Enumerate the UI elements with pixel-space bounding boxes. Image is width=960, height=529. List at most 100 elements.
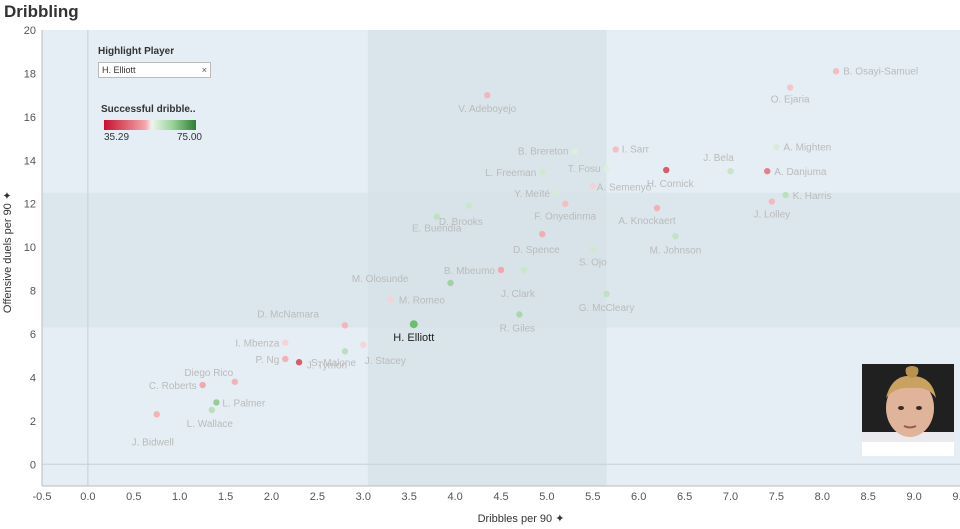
data-point-label: D. McNamara [257, 309, 319, 320]
y-tick-label: 18 [24, 68, 36, 80]
x-tick-label: 1.5 [218, 491, 233, 503]
x-tick-label: 6.0 [631, 491, 646, 503]
data-point[interactable] [768, 198, 776, 205]
data-point[interactable] [282, 355, 289, 363]
data-point[interactable] [497, 266, 505, 274]
data-point[interactable] [520, 266, 528, 274]
x-tick-label: 3.0 [356, 491, 371, 503]
data-point[interactable] [213, 399, 220, 406]
data-point-label: D. Spence [513, 245, 560, 256]
data-point-label: S. Ojo [579, 257, 607, 268]
data-point[interactable] [341, 348, 349, 355]
data-point-label: I. Sarr [622, 144, 650, 155]
data-point[interactable] [612, 146, 619, 153]
controls-panel: Highlight Player H. Elliott × Successful… [98, 46, 228, 143]
x-tick-label: 6.5 [677, 491, 692, 503]
x-tick-label: 7.0 [723, 491, 738, 503]
data-point[interactable] [465, 202, 473, 210]
data-point-label: M. Olosunde [352, 274, 409, 285]
data-point[interactable] [341, 322, 349, 329]
data-point[interactable] [208, 406, 216, 414]
data-point[interactable] [562, 200, 569, 207]
x-tick-label: 9.0 [906, 491, 921, 503]
data-point[interactable] [409, 320, 418, 329]
data-point-label: H. Cornick [647, 179, 695, 190]
x-tick-label: 2.5 [310, 491, 325, 503]
y-tick-label: 10 [24, 242, 36, 254]
data-point-label: T. Fosu [568, 164, 601, 175]
data-point[interactable] [603, 290, 610, 298]
y-average-band [42, 192, 960, 328]
legend-max-label: 75.00 [176, 132, 202, 143]
data-point-label: Diego Rico [184, 368, 233, 379]
y-axis-title: Offensive duels per 90 ✦ [2, 191, 14, 313]
data-point[interactable] [295, 359, 303, 366]
data-point-label: M. Romeo [399, 295, 446, 306]
data-point[interactable] [153, 411, 160, 418]
x-tick-label: 4.5 [493, 491, 508, 503]
x-tick-label: 3.5 [402, 491, 417, 503]
data-point[interactable] [589, 246, 596, 253]
data-point[interactable] [552, 189, 560, 197]
data-point-label: F. Onyedinma [534, 212, 596, 223]
data-point-label: A. Knockaert [618, 216, 675, 227]
data-point[interactable] [782, 191, 789, 199]
data-point-label: J. Bidwell [132, 437, 174, 448]
data-point[interactable] [786, 84, 794, 91]
x-tick-label: 8.5 [861, 491, 876, 503]
x-tick-label: 5.5 [585, 491, 600, 503]
color-legend-bar [104, 120, 196, 130]
y-tick-label: 4 [30, 372, 36, 384]
page-title: Dribbling [4, 2, 79, 21]
data-point-label: S. Malone [311, 358, 356, 369]
data-point[interactable] [387, 296, 395, 303]
data-point[interactable] [433, 213, 440, 220]
data-point[interactable] [447, 279, 454, 287]
data-point[interactable] [589, 183, 596, 190]
data-point[interactable] [539, 169, 546, 176]
data-point[interactable] [672, 233, 679, 240]
clear-icon[interactable]: × [201, 65, 207, 75]
data-point-label: B. Osayi-Samuel [843, 66, 918, 77]
data-point[interactable] [231, 378, 238, 385]
data-point-label: J. Clark [501, 289, 536, 300]
data-point[interactable] [282, 339, 289, 346]
y-tick-label: 6 [30, 329, 36, 341]
color-legend-title: Successful dribble.. [101, 104, 196, 115]
data-point-label: A. Mighten [783, 142, 831, 153]
x-tick-label: 0.0 [80, 491, 95, 503]
x-tick-label: -0.5 [33, 491, 52, 503]
data-point[interactable] [571, 148, 578, 155]
y-tick-label: 0 [30, 459, 36, 471]
data-point-label: K. Harris [793, 191, 832, 202]
data-point-label: L. Wallace [187, 419, 234, 430]
data-point-label: A. Semenyo [597, 182, 652, 193]
player-portrait-icon [862, 364, 954, 456]
data-point-label: L. Palmer [222, 398, 265, 409]
color-legend-range: 35.29 75.00 [104, 132, 202, 143]
x-tick-label: 4.0 [447, 491, 462, 503]
data-point[interactable] [773, 144, 780, 151]
data-point[interactable] [484, 91, 491, 99]
data-point-label: J. Bela [703, 153, 734, 164]
data-point-label: A. Danjuma [774, 167, 827, 178]
data-point[interactable] [727, 167, 734, 175]
data-point[interactable] [360, 341, 367, 349]
data-point[interactable] [516, 311, 523, 318]
data-point-label: M. Johnson [650, 245, 702, 256]
x-tick-label: 9.5 [952, 491, 960, 503]
highlight-player-input[interactable]: H. Elliott × [98, 62, 211, 78]
data-point[interactable] [653, 204, 661, 212]
data-point-label: Y. Meïté [514, 189, 550, 200]
data-point[interactable] [832, 68, 840, 75]
data-point[interactable] [603, 165, 610, 173]
y-tick-label: 8 [30, 286, 36, 298]
y-tick-label: 2 [30, 416, 36, 428]
data-point[interactable] [764, 167, 771, 175]
data-point-label: I. Mbenza [235, 339, 279, 350]
x-tick-label: 5.0 [539, 491, 554, 503]
data-point[interactable] [539, 230, 546, 238]
data-point[interactable] [663, 166, 670, 174]
highlight-player-value: H. Elliott [102, 65, 136, 75]
data-point[interactable] [199, 381, 206, 389]
